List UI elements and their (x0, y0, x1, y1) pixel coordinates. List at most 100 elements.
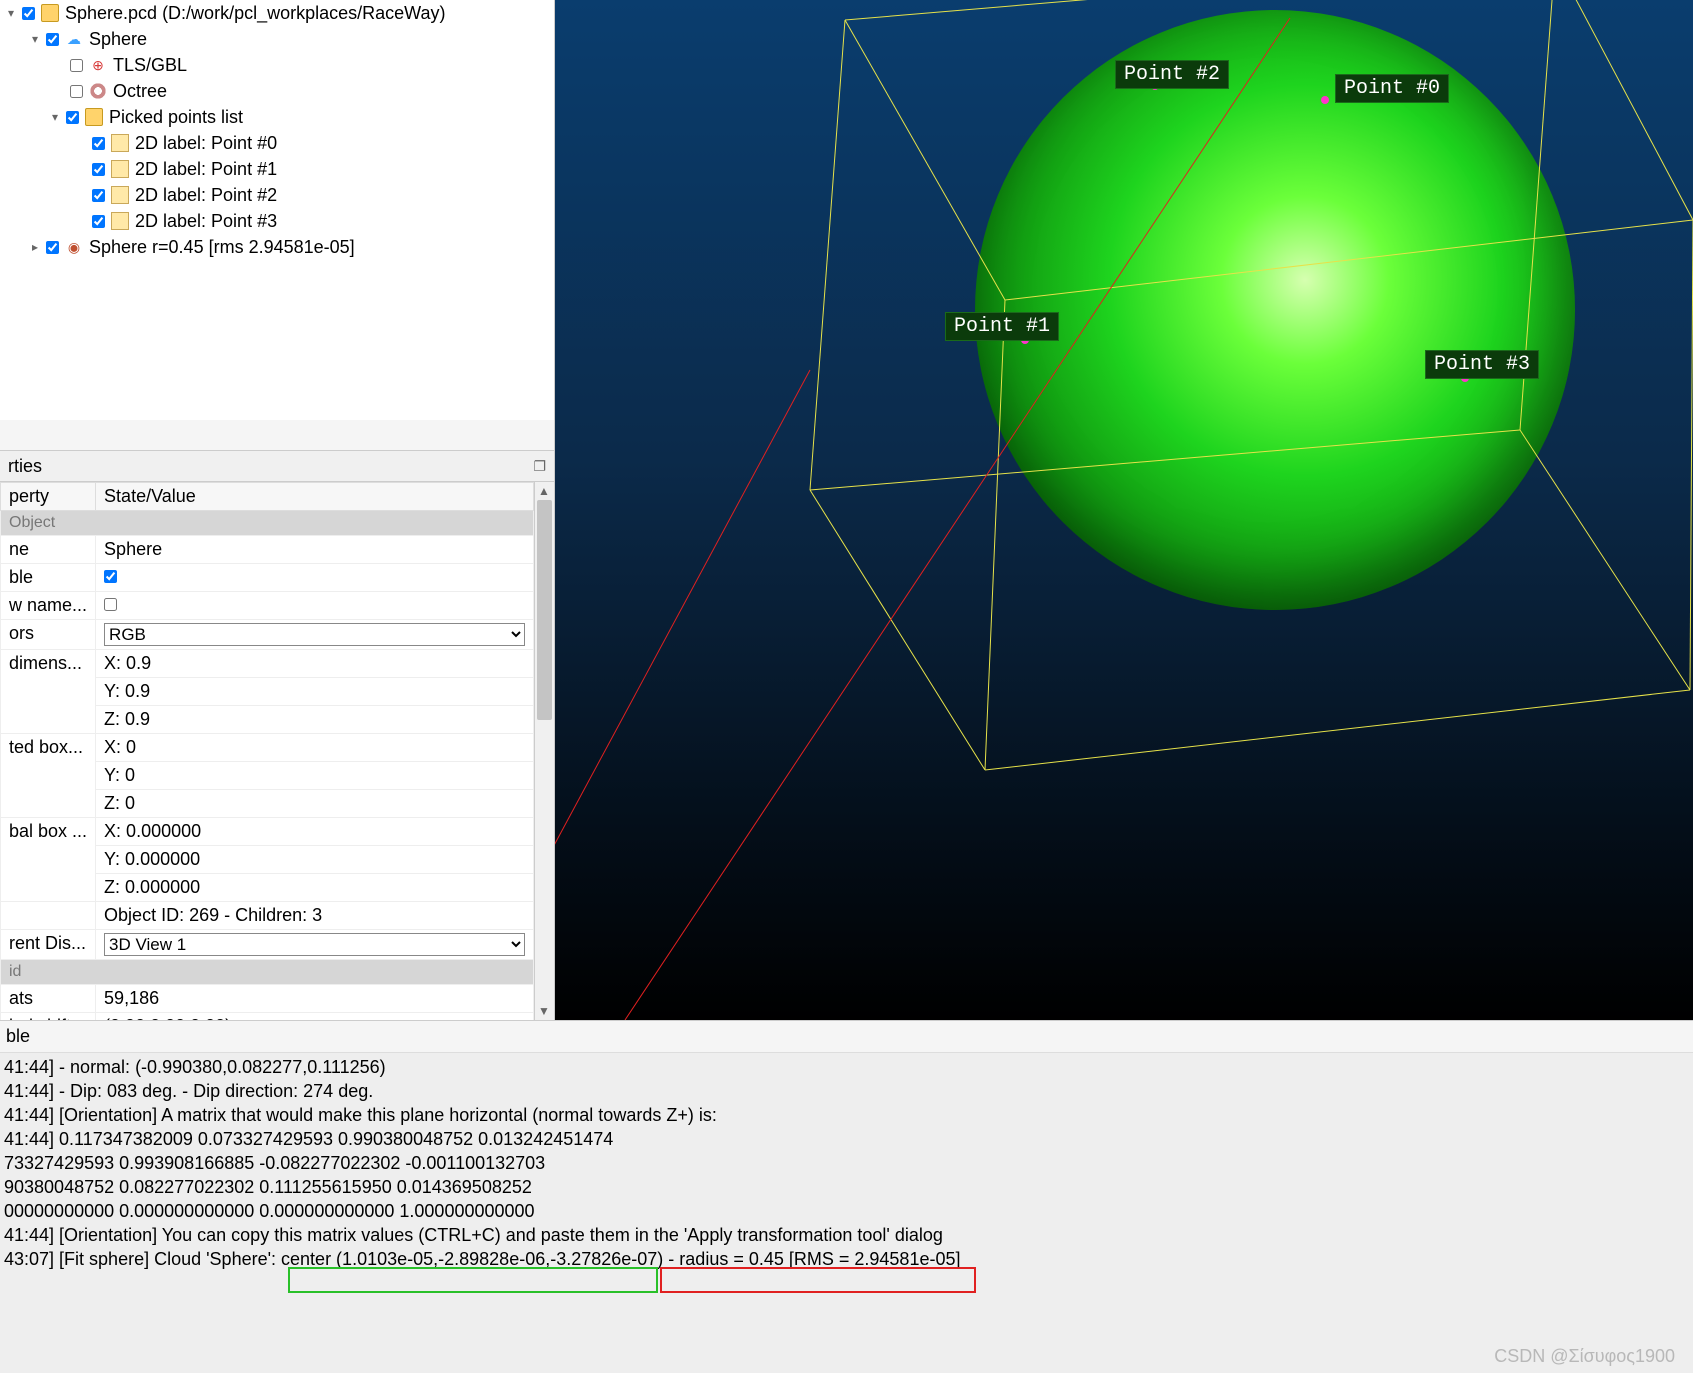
console-line: 41:44] - Dip: 083 deg. - Dip direction: … (4, 1079, 1689, 1103)
console-line: 41:44] [Orientation] You can copy this m… (4, 1223, 1689, 1247)
prop-display-select[interactable]: 3D View 1 (104, 933, 525, 956)
section-cloud: id (1, 960, 534, 985)
prop-info-value: Object ID: 269 - Children: 3 (96, 902, 534, 930)
tree-checkbox[interactable] (46, 33, 59, 46)
section-object: Object (1, 511, 534, 536)
tree-checkbox[interactable] (66, 111, 79, 124)
prop-display-label: rent Dis... (1, 930, 96, 960)
prop-tbox-y: Y: 0 (96, 762, 534, 790)
prop-showname-checkbox[interactable] (104, 598, 117, 611)
sphere-pointcloud (975, 10, 1575, 610)
highlight-red (660, 1267, 976, 1293)
expand-toggle[interactable]: ▾ (48, 110, 62, 124)
properties-title: rties (8, 456, 42, 477)
expand-toggle[interactable]: ▾ (4, 6, 18, 20)
prop-dims-x: X: 0.9 (96, 650, 534, 678)
tree-checkbox[interactable] (46, 241, 59, 254)
tree-label: Sphere r=0.45 [rms 2.94581e-05] (89, 237, 355, 258)
properties-panel: perty State/Value Object ne Sphere ble w… (0, 482, 554, 1020)
tree-checkbox[interactable] (92, 189, 105, 202)
tree-checkbox[interactable] (92, 215, 105, 228)
prop-dims-y: Y: 0.9 (96, 678, 534, 706)
col-value: State/Value (96, 483, 534, 511)
prop-info-label (1, 902, 96, 930)
prop-gbox-label: bal box ... (1, 818, 96, 902)
label-icon (111, 212, 129, 230)
prop-shift-label: bal shift (1, 1013, 96, 1021)
mesh-icon: ◉ (65, 238, 83, 256)
prop-points-label: ats (1, 985, 96, 1013)
tree-label: 2D label: Point #3 (135, 211, 277, 232)
tree-checkbox[interactable] (70, 85, 83, 98)
tree-checkbox[interactable] (22, 7, 35, 20)
folder-icon (85, 108, 103, 126)
tree-label: TLS/GBL (113, 55, 187, 76)
prop-gbox-z: Z: 0.000000 (96, 874, 534, 902)
prop-visible-checkbox[interactable] (104, 570, 117, 583)
tree-label: 2D label: Point #0 (135, 133, 277, 154)
tree-row-octree[interactable]: Octree (0, 78, 554, 104)
db-tree[interactable]: ▾ Sphere.pcd (D:/work/pcl_workplaces/Rac… (0, 0, 554, 420)
tree-label: Sphere (89, 29, 147, 50)
properties-header: rties ❐ (0, 450, 554, 482)
tree-row-picked[interactable]: ▾ Picked points list (0, 104, 554, 130)
prop-showname-label: w name... (1, 592, 96, 620)
left-panel: ▾ Sphere.pcd (D:/work/pcl_workplaces/Rac… (0, 0, 555, 1020)
prop-visible-label: ble (1, 564, 96, 592)
tree-label: Octree (113, 81, 167, 102)
prop-shift-value: (0.00;0.00;0.00) (96, 1013, 534, 1021)
highlight-green (288, 1267, 658, 1293)
tree-row-sphere[interactable]: ▾ ☁ Sphere (0, 26, 554, 52)
label-icon (111, 160, 129, 178)
expand-toggle[interactable]: ▸ (28, 240, 42, 254)
tree-row-2dlabel[interactable]: 2D label: Point #0 (0, 130, 554, 156)
console-line: 41:44] [Orientation] A matrix that would… (4, 1103, 1689, 1127)
tree-label: Picked points list (109, 107, 243, 128)
octree-icon (89, 82, 107, 100)
prop-colors-label: ors (1, 620, 96, 650)
prop-dims-label: dimens... (1, 650, 96, 734)
tree-row-2dlabel[interactable]: 2D label: Point #3 (0, 208, 554, 234)
tree-checkbox[interactable] (92, 163, 105, 176)
prop-name-label: ne (1, 536, 96, 564)
picked-point-label[interactable]: Point #0 (1335, 74, 1449, 103)
prop-dims-z: Z: 0.9 (96, 706, 534, 734)
picked-point-label[interactable]: Point #2 (1115, 60, 1229, 89)
console-line: 41:44] - normal: (-0.990380,0.082277,0.1… (4, 1055, 1689, 1079)
console-lines[interactable]: 41:44] - normal: (-0.990380,0.082277,0.1… (0, 1053, 1693, 1373)
tree-row-fitsphere[interactable]: ▸ ◉ Sphere r=0.45 [rms 2.94581e-05] (0, 234, 554, 260)
col-property: perty (1, 483, 96, 511)
target-icon: ⊕ (89, 56, 107, 74)
console-title: ble (6, 1026, 30, 1047)
picked-point-label[interactable]: Point #1 (945, 312, 1059, 341)
dock-icon[interactable]: ❐ (533, 458, 546, 475)
tree-row-2dlabel[interactable]: 2D label: Point #1 (0, 156, 554, 182)
tree-row-tls[interactable]: ⊕ TLS/GBL (0, 52, 554, 78)
label-icon (111, 134, 129, 152)
cloud-icon: ☁ (65, 30, 83, 48)
tree-label: 2D label: Point #2 (135, 185, 277, 206)
expand-toggle[interactable]: ▾ (28, 32, 42, 46)
tree-checkbox[interactable] (70, 59, 83, 72)
prop-gbox-x: X: 0.000000 (96, 818, 534, 846)
prop-colors-select[interactable]: RGB (104, 623, 525, 646)
console-line: 00000000000 0.000000000000 0.00000000000… (4, 1199, 1689, 1223)
console-line: 73327429593 0.993908166885 -0.0822770223… (4, 1151, 1689, 1175)
3d-viewport[interactable]: Point #2 Point #0 Point #1 Point #3 (555, 0, 1693, 1020)
picked-point-dot (1321, 96, 1329, 104)
picked-point-label[interactable]: Point #3 (1425, 350, 1539, 379)
prop-tbox-label: ted box... (1, 734, 96, 818)
label-icon (111, 186, 129, 204)
tree-label: Sphere.pcd (D:/work/pcl_workplaces/RaceW… (65, 3, 445, 24)
prop-gbox-y: Y: 0.000000 (96, 846, 534, 874)
console-header: ble (0, 1021, 1693, 1053)
scrollbar[interactable] (534, 482, 554, 1020)
properties-table: perty State/Value Object ne Sphere ble w… (0, 482, 534, 1020)
folder-icon (41, 4, 59, 22)
tree-checkbox[interactable] (92, 137, 105, 150)
tree-row-root[interactable]: ▾ Sphere.pcd (D:/work/pcl_workplaces/Rac… (0, 0, 554, 26)
tree-label: 2D label: Point #1 (135, 159, 277, 180)
prop-points-value: 59,186 (96, 985, 534, 1013)
console-line: 41:44] 0.117347382009 0.073327429593 0.9… (4, 1127, 1689, 1151)
tree-row-2dlabel[interactable]: 2D label: Point #2 (0, 182, 554, 208)
